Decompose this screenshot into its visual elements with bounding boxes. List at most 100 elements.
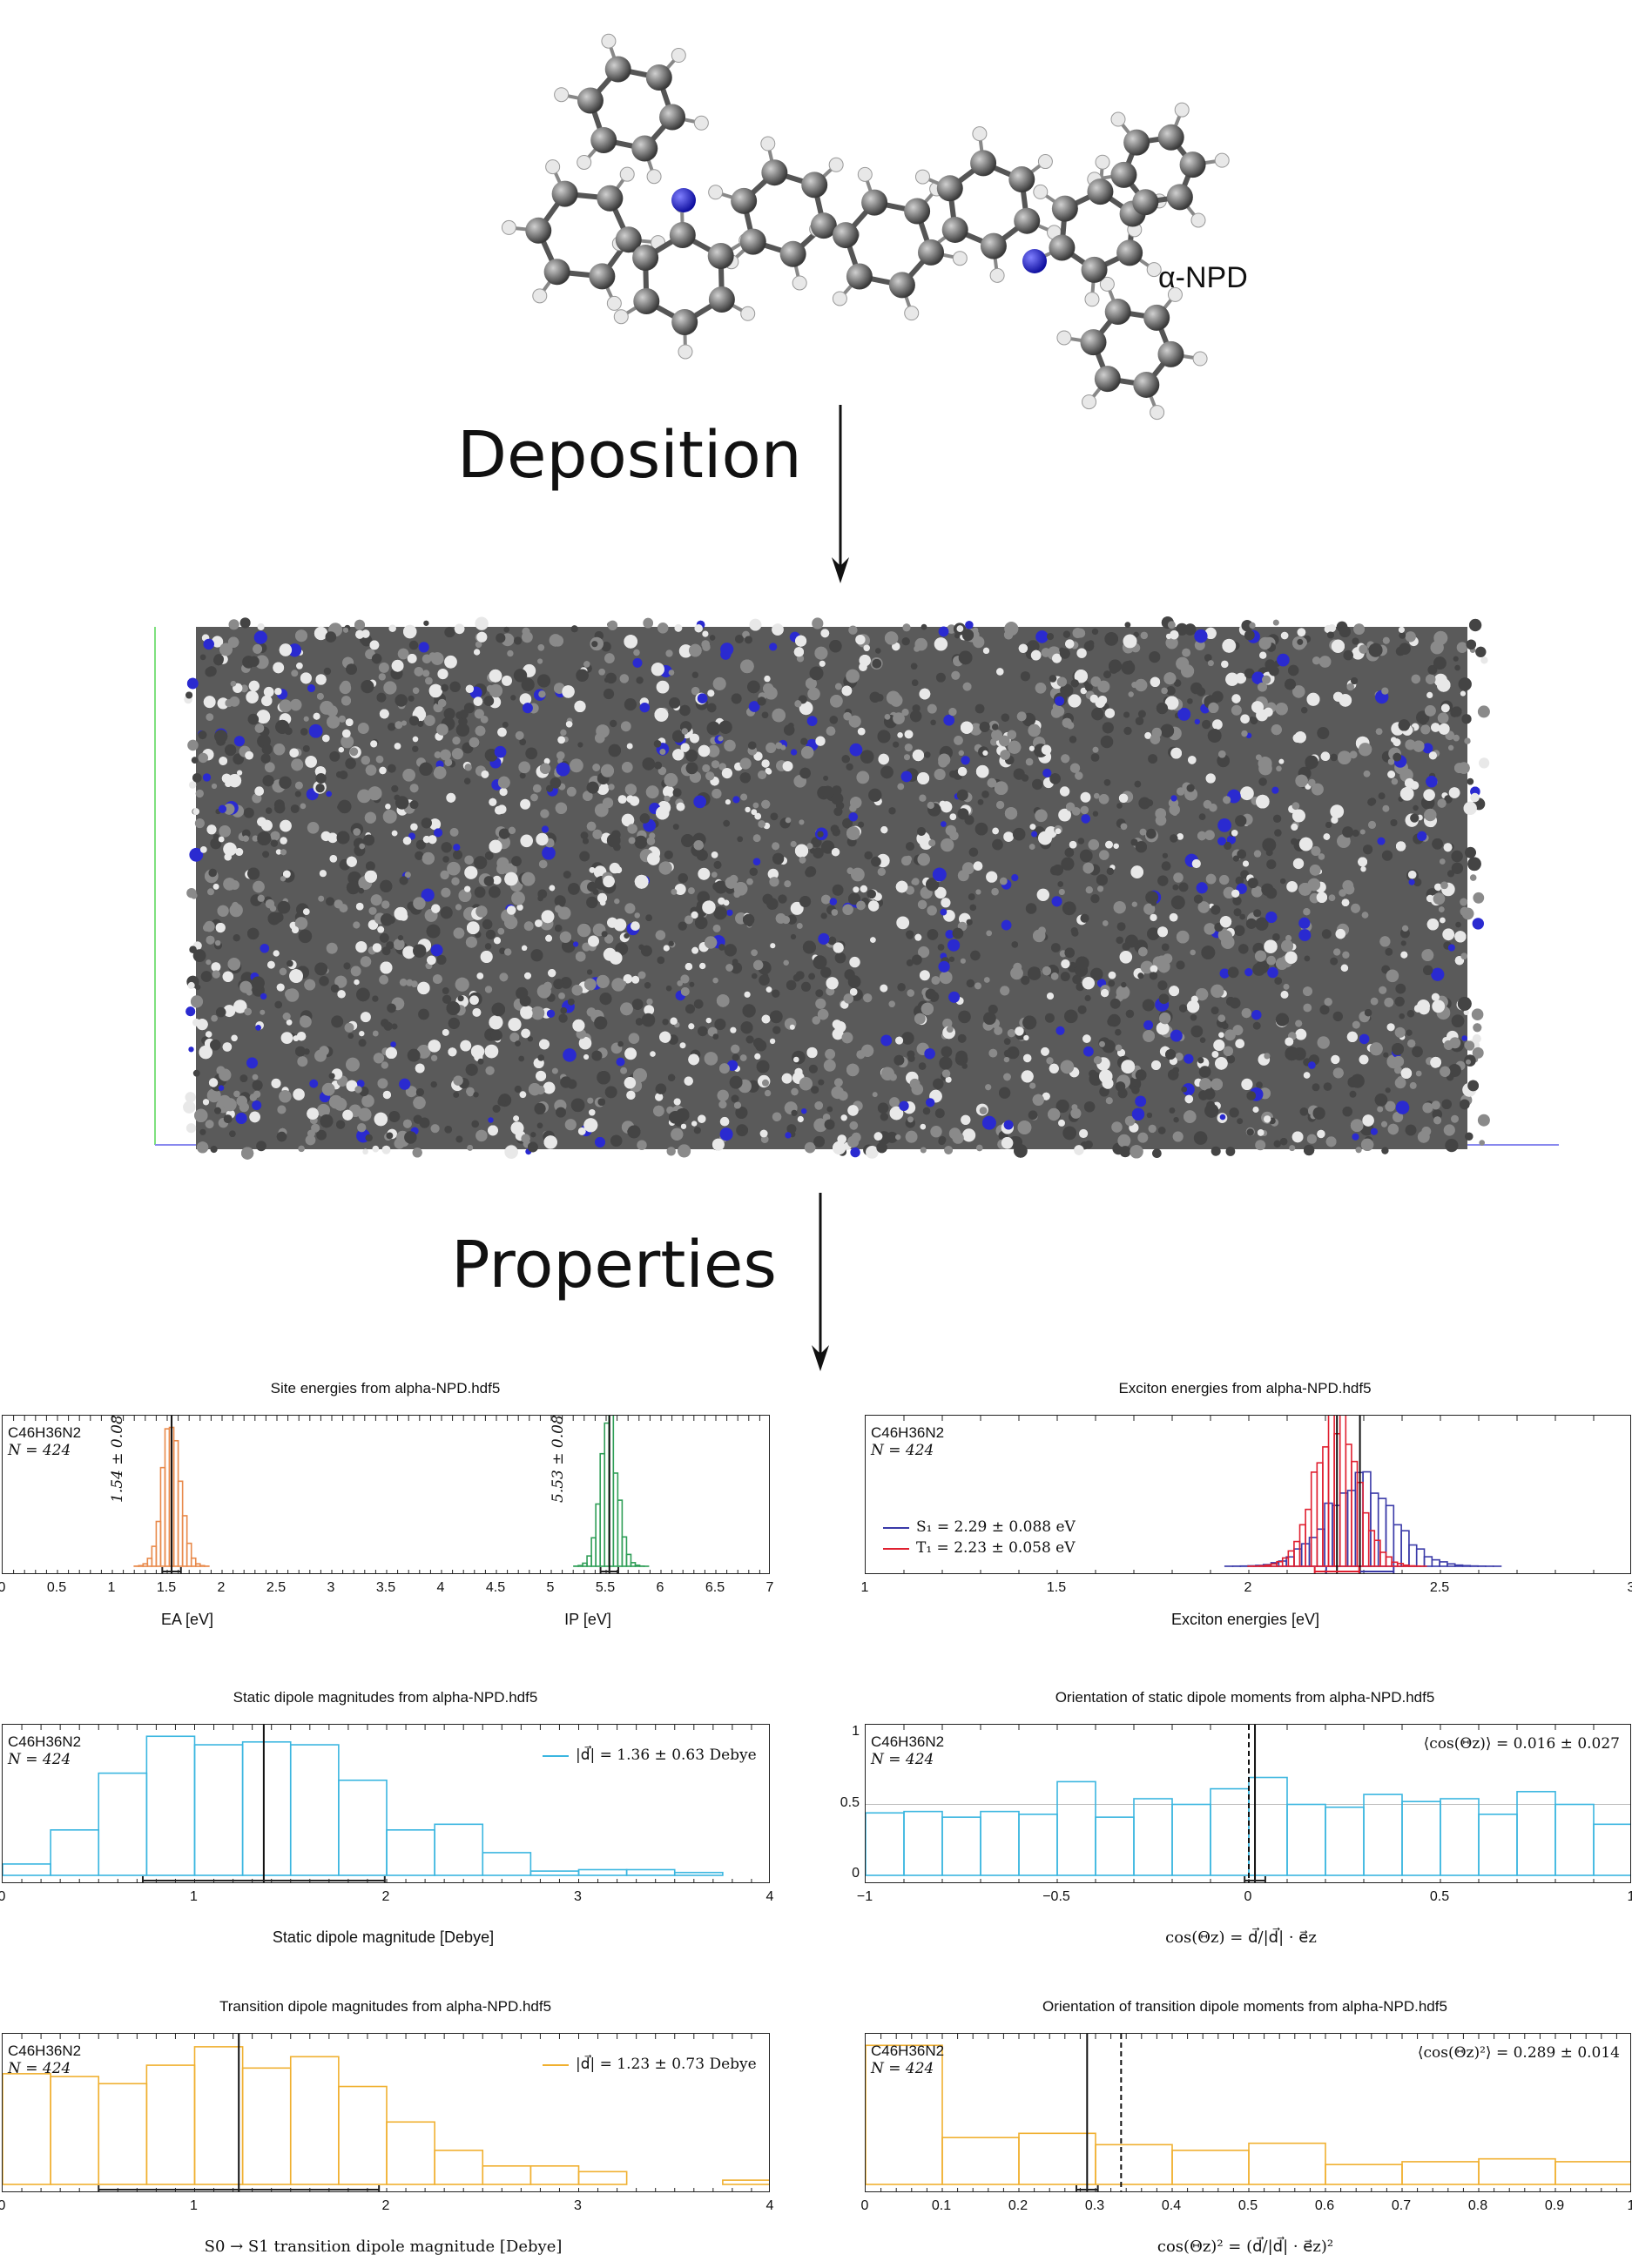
x-tick-label: 1.5 — [1046, 1580, 1067, 1595]
t1-histogram-bar — [1379, 1551, 1387, 1567]
x-tick-label: 6 — [656, 1580, 664, 1595]
t1-histogram-bar — [1310, 1471, 1318, 1567]
x-tick-label: 2 — [381, 2198, 390, 2213]
ip-histogram-bar — [621, 1536, 628, 1567]
transition-orientation-title: Orientation of transition dipole moments… — [1042, 1998, 1447, 2015]
transition-dipole-std-bar — [98, 2185, 381, 2191]
transition-orientation-panel: Orientation of transition dipole moments… — [858, 1989, 1632, 2268]
ip-histogram-bar — [630, 1562, 637, 1567]
transition-orientation-bar — [1248, 2142, 1326, 2185]
x-tick-label: −1 — [856, 1889, 873, 1904]
t1-histogram-bar — [1287, 1550, 1295, 1567]
y-tick-label: 0 — [852, 1866, 860, 1881]
t1-histogram-bar — [1351, 1460, 1359, 1567]
s1-histogram-bar — [1377, 1497, 1387, 1567]
transition-dipole-bar — [193, 2046, 244, 2185]
transition-dipole-bar — [386, 2121, 435, 2185]
y-tick-label: 1 — [852, 1724, 860, 1739]
static-orientation-bar — [903, 1810, 943, 1876]
static-dipole-bar — [529, 1870, 580, 1876]
x-tick-label: 0 — [0, 2198, 6, 2213]
x-tick-label: 1 — [190, 1889, 198, 1904]
transition-orientation-bar — [1554, 2161, 1630, 2185]
t1-histogram-bar — [1345, 1444, 1352, 1567]
transition-dipole-title: Transition dipole magnitudes from alpha-… — [219, 1998, 552, 2015]
x-tick-label: 3 — [574, 2198, 582, 2213]
x-tick-label: 3 — [1627, 1580, 1632, 1595]
x-tick-label: 5.5 — [595, 1580, 616, 1595]
x-tick-label: 2 — [217, 1580, 226, 1595]
static-dipole-bar — [625, 1868, 676, 1876]
exciton-energies-panel: Exciton energies from alpha-NPD.hdf5 C46… — [858, 1371, 1632, 1632]
site-energies-plot-area: C46H36N2 N = 424 1.54 ± 0.085 eV 5.53 ± … — [2, 1415, 770, 1574]
static-orientation-bar — [1133, 1798, 1173, 1876]
transition-dipole-panel: Transition dipole magnitudes from alpha-… — [0, 1989, 775, 2268]
properties-label: Properties — [451, 1228, 777, 1302]
transition-dipole-plot-area: C46H36N2 N = 424 |d⃗| = 1.23 ± 0.73 Deby… — [2, 2033, 770, 2192]
static-orientation-panel: Orientation of static dipole moments fro… — [832, 1680, 1632, 1959]
static-orientation-bar — [1286, 1803, 1326, 1876]
transition-dipole-bar — [3, 2073, 51, 2185]
site-energies-title: Site energies from alpha-NPD.hdf5 — [270, 1380, 501, 1396]
ea-histogram-bar — [185, 1542, 192, 1567]
s1-histogram-bar — [1400, 1530, 1410, 1567]
t1-histogram-bar — [1367, 1530, 1376, 1567]
exciton-histogram — [903, 1416, 1595, 1573]
transition-dipole-bar — [722, 2179, 769, 2185]
deposition-arrow — [832, 405, 849, 583]
static-orientation-bar — [1478, 1814, 1518, 1876]
x-tick-label: 0.4 — [1161, 2198, 1182, 2213]
x-tick-label: 0.5 — [1429, 1889, 1450, 1904]
transition-dipole-bar — [338, 2085, 388, 2185]
x-tick-label: 0.6 — [1314, 2198, 1335, 2213]
static-orientation-bar — [1210, 1787, 1250, 1876]
ip-annotation: 5.53 ± 0.081 eV — [550, 1415, 567, 1503]
transition-dipole-bar — [289, 2056, 340, 2185]
transition-orientation-histogram — [866, 2034, 1630, 2191]
y-tick-label: 0.5 — [840, 1794, 860, 1810]
ip-axis-label: IP [eV] — [564, 1611, 611, 1628]
static-dipole-bar — [3, 1863, 51, 1876]
static-dipole-std-bar — [141, 1876, 386, 1882]
static-dipole-bar — [145, 1735, 196, 1876]
x-tick-label: 3.5 — [375, 1580, 396, 1595]
transition-dipole-bar — [529, 2165, 580, 2185]
x-tick-label: 0 — [0, 1889, 6, 1904]
static-dipole-plot-area: C46H36N2 N = 424 |d⃗| = 1.36 ± 0.63 Deby… — [2, 1724, 770, 1883]
static-orientation-bar — [1401, 1800, 1441, 1876]
static-orientation-bar — [1554, 1803, 1595, 1876]
ip-histogram-bar — [625, 1553, 632, 1567]
site-energies-panel: Site energies from alpha-NPD.hdf5 C46H36… — [0, 1371, 775, 1632]
t1-histogram-bar — [1385, 1556, 1393, 1567]
static-orientation-bar — [1056, 1780, 1096, 1876]
x-tick-label: 2 — [1244, 1580, 1252, 1595]
static-dipole-bar — [482, 1852, 532, 1876]
static-orientation-bar — [1363, 1794, 1403, 1876]
t1-histogram-bar — [1281, 1557, 1290, 1567]
x-tick-label: 0.5 — [1237, 2198, 1258, 2213]
static-orientation-bar — [941, 1816, 981, 1876]
transition-orientation-bar — [866, 2044, 943, 2185]
static-orientation-bar — [1095, 1816, 1135, 1876]
x-tick-label: 5 — [546, 1580, 555, 1595]
properties-arrow — [812, 1193, 829, 1371]
t1-histogram-bar — [1276, 1560, 1284, 1567]
x-tick-label: 1 — [1627, 1889, 1632, 1904]
x-tick-label: 4 — [765, 2198, 774, 2213]
t1-histogram-bar — [1322, 1446, 1330, 1567]
s1-histogram-bar — [1461, 1565, 1472, 1567]
static-orientation-bar — [1440, 1798, 1480, 1876]
ea-axis-label: EA [eV] — [160, 1611, 214, 1628]
alpha-npd-molecule-image — [501, 33, 1230, 421]
s1-histogram-bar — [1308, 1537, 1318, 1567]
t1-histogram-bar — [1316, 1462, 1324, 1567]
t1-histogram-bar — [1327, 1416, 1335, 1567]
static-orientation-std-bar — [1244, 1876, 1266, 1882]
x-tick-label: 0 — [0, 1580, 6, 1595]
static-orientation-plot-area: C46H36N2 N = 424 ⟨cos(Θz)⟩ = 0.016 ± 0.0… — [865, 1724, 1631, 1883]
static-orientation-bar — [1593, 1823, 1630, 1876]
x-tick-label: 1.5 — [156, 1580, 177, 1595]
static-dipole-bar — [98, 1772, 148, 1876]
static-orientation-bar — [1018, 1814, 1058, 1876]
x-tick-label: 0.5 — [46, 1580, 67, 1595]
